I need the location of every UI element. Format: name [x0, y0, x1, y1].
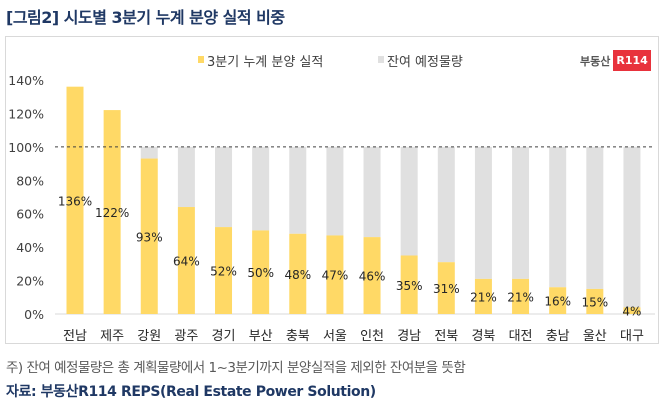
x-tick-label: 부산: [249, 329, 273, 344]
bar-remaining: [363, 146, 381, 238]
bar-remaining: [623, 146, 641, 308]
bar-actual: [326, 235, 344, 314]
x-tick-label: 전북: [434, 329, 458, 344]
source: 자료: 부동산R114 REPS(Real Estate Power Solut…: [6, 384, 376, 400]
bar-remaining: [549, 146, 567, 288]
data-label: 31%: [433, 282, 460, 296]
bar-actual: [474, 278, 492, 314]
data-label: 47%: [322, 269, 349, 283]
footnote: 주) 잔여 예정물량은 총 계획물량에서 1~3분기까지 분양실적을 제외한 잔…: [6, 360, 466, 376]
data-label: 93%: [136, 230, 163, 244]
x-tick-label: 강원: [137, 329, 161, 344]
y-tick-label: 120%: [8, 106, 44, 121]
bar-remaining: [326, 146, 344, 236]
bar-remaining: [177, 146, 195, 208]
bar-remaining: [215, 146, 233, 228]
bar-remaining: [437, 146, 455, 263]
data-label: 122%: [95, 206, 129, 220]
data-label: 48%: [284, 268, 311, 282]
y-tick-label: 140%: [8, 73, 44, 88]
y-tick-label: 100%: [8, 140, 44, 155]
data-label: 4%: [622, 305, 641, 319]
logo-badge: R114: [613, 50, 651, 71]
x-tick-label: 서울: [323, 329, 347, 344]
chart-svg: 0% 20% 40% 60% 80% 100% 120% 140% 136% 전남 122% 제주 93…: [8, 55, 655, 344]
data-label: 52%: [210, 265, 237, 279]
x-tick-label: 울산: [583, 329, 607, 344]
x-tick-label: 경남: [397, 329, 421, 344]
data-label: 21%: [470, 290, 497, 304]
x-tick-label: 대구: [620, 329, 644, 344]
bar-actual: [66, 86, 84, 314]
x-tick-label: 경북: [471, 329, 495, 344]
y-tick-label: 40%: [16, 240, 44, 255]
bar-actual: [363, 237, 381, 314]
data-label: 21%: [507, 290, 534, 304]
legend-label-remaining: 잔여 예정물량: [387, 55, 463, 70]
bar-remaining: [586, 146, 604, 289]
bar-remaining: [289, 146, 307, 234]
x-tick-label: 대전: [509, 329, 533, 344]
data-label: 46%: [359, 270, 386, 284]
chart-title: [그림2] 시도별 3분기 누계 분양 실적 비중: [6, 8, 285, 27]
bar-actual: [437, 262, 455, 314]
legend-swatch-remaining: [378, 56, 384, 63]
bar-actual: [103, 110, 121, 314]
data-label: 15%: [581, 295, 608, 309]
y-tick-label: 0%: [24, 307, 44, 322]
x-tick-label: 제주: [100, 329, 124, 344]
data-label: 136%: [58, 194, 92, 208]
bar-actual: [140, 158, 158, 314]
data-label: 64%: [173, 255, 200, 269]
bar-remaining: [252, 146, 270, 231]
bar-actual: [215, 227, 233, 314]
bar-actual: [623, 307, 641, 314]
bar-actual: [586, 288, 604, 314]
bar-actual: [512, 278, 530, 314]
bar-actual: [177, 207, 195, 314]
bar-remaining: [512, 146, 530, 279]
y-tick-label: 20%: [16, 274, 44, 289]
y-tick-label: 60%: [16, 207, 44, 222]
bar-actual: [400, 255, 418, 314]
x-tick-label: 전남: [63, 329, 87, 344]
y-tick-label: 80%: [16, 173, 44, 188]
bar-remaining: [140, 146, 158, 159]
brand-logo: 부동산 R114: [580, 50, 651, 71]
data-label: 50%: [247, 266, 274, 280]
x-tick-label: 충남: [546, 329, 570, 344]
bar-actual: [289, 233, 307, 314]
logo-text: 부동산: [580, 54, 611, 68]
bar-actual: [549, 287, 567, 314]
chart-area: [5, 36, 659, 344]
bar-actual: [252, 230, 270, 314]
x-tick-label: 충북: [286, 329, 310, 344]
x-tick-label: 광주: [174, 329, 198, 344]
data-label: 35%: [396, 279, 423, 293]
x-tick-label: 경기: [212, 329, 236, 344]
legend-swatch-actual: [198, 56, 204, 63]
bar-remaining: [400, 146, 418, 256]
legend-label-actual: 3분기 누계 분양 실적: [207, 55, 323, 70]
data-label: 16%: [544, 295, 571, 309]
bar-remaining: [474, 146, 492, 279]
x-tick-label: 인천: [360, 329, 384, 344]
